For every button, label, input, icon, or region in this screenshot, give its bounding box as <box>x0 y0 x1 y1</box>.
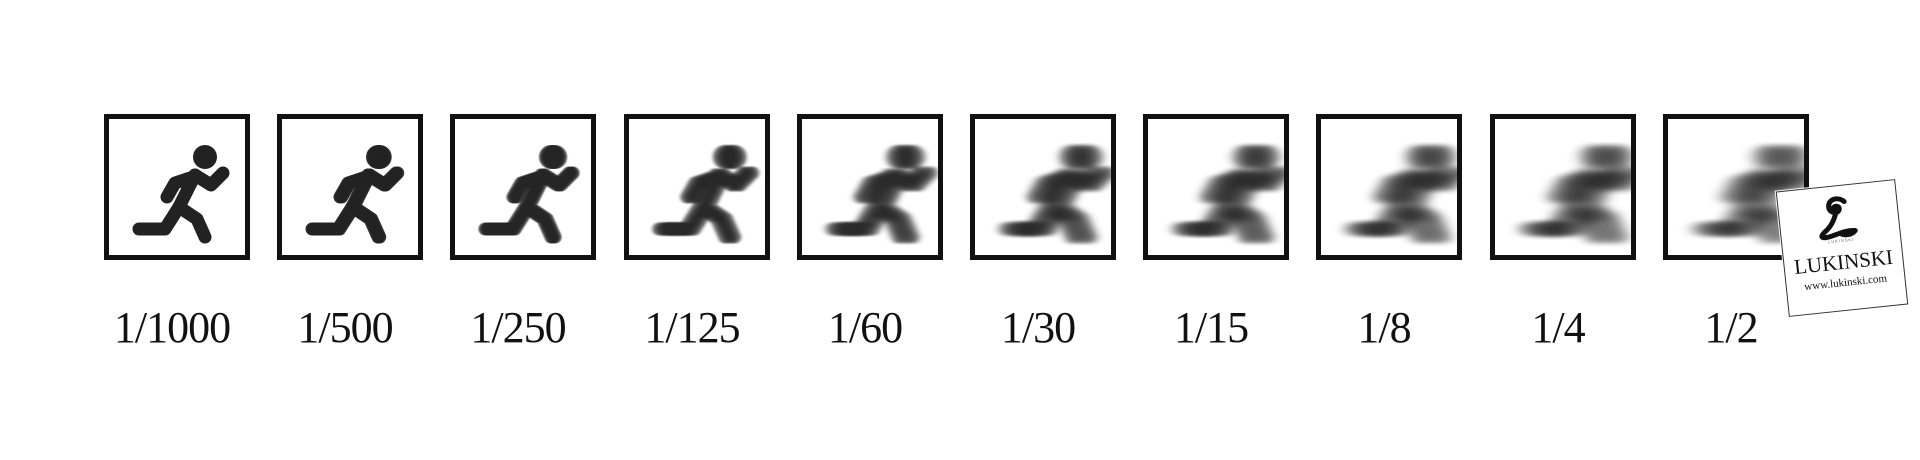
running-person-icon <box>1171 145 1284 244</box>
shutter-speed-label: 1/15 <box>1173 303 1249 352</box>
running-person-icon <box>652 145 759 244</box>
shutter-frame <box>970 114 1116 260</box>
shutter-speed-label: 1/500 <box>297 303 393 352</box>
shutter-frame <box>797 114 943 260</box>
running-person-icon <box>825 145 938 244</box>
shutter-speed-label: 1/250 <box>470 303 566 352</box>
shutter-frame <box>1143 114 1289 260</box>
shutter-speed-label: 1/125 <box>644 303 740 352</box>
running-person-icon <box>998 145 1111 244</box>
shutter-speed-label: 1/60 <box>827 303 903 352</box>
shutter-speed-label: 1/8 <box>1357 303 1411 352</box>
shutter-frame <box>624 114 770 260</box>
shutter-speed-label: 1/4 <box>1531 303 1585 352</box>
monogram-logo <box>1819 196 1858 241</box>
running-person-icon <box>132 145 230 244</box>
running-person-icon <box>478 145 580 244</box>
running-person-icon <box>305 145 405 244</box>
running-person-icon <box>1518 145 1631 244</box>
shutter-speed-label: 1/2 <box>1704 303 1758 352</box>
shutter-speed-label: 1/30 <box>1000 303 1076 352</box>
running-person-icon <box>1344 145 1457 244</box>
watermark-stamp: LUKINSKI LUKINSKI www.lukinski.com <box>1775 179 1909 317</box>
shutter-frame <box>1316 114 1462 260</box>
shutter-frame <box>104 114 250 260</box>
shutter-frame <box>1490 114 1636 260</box>
shutter-speed-label: 1/1000 <box>113 303 231 352</box>
shutter-frame <box>450 114 596 260</box>
shutter-frame <box>277 114 423 260</box>
